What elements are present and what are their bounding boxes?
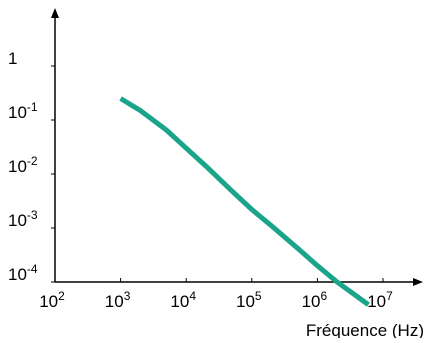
x-axis-ticks: 102 103 104 105 106 107 (39, 278, 393, 311)
y-tick-label-exponent: -1 (27, 100, 38, 114)
y-tick-label: 10-4 (8, 262, 38, 284)
x-tick-label-base: 10 (302, 292, 321, 311)
y-tick-label-exponent: -4 (27, 262, 38, 276)
x-tick-label: 103 (105, 289, 131, 311)
y-axis-ticks: 110-110-210-310-4 (8, 49, 55, 284)
y-tick-label-base: 1 (8, 49, 17, 68)
x-tick-label-base: 10 (236, 292, 255, 311)
y-tick-label-base: 10 (8, 211, 27, 230)
x-tick-label: 104 (170, 289, 196, 311)
x-tick-label-exponent: 6 (321, 289, 328, 303)
x-axis-label: Fréquence (Hz) (306, 321, 424, 338)
x-tick-label-base: 10 (105, 292, 124, 311)
x-tick-label-base: 10 (170, 292, 189, 311)
y-tick-label: 10-3 (8, 208, 38, 230)
x-tick-label-exponent: 4 (189, 289, 196, 303)
y-tick-label-base: 10 (8, 157, 27, 176)
x-tick-label: 107 (367, 289, 393, 311)
y-tick-label: 10-2 (8, 154, 38, 176)
x-tick-label-exponent: 5 (255, 289, 262, 303)
x-tick-label-base: 10 (39, 292, 58, 311)
x-tick-label: 106 (302, 289, 328, 311)
x-tick-label-exponent: 7 (386, 289, 393, 303)
series-layer (119, 96, 370, 307)
y-tick-label: 10-1 (8, 100, 38, 122)
y-tick-label-base: 10 (8, 103, 27, 122)
series-line (119, 96, 370, 307)
y-tick-label-base: 10 (8, 265, 27, 284)
x-tick-label: 102 (39, 289, 65, 311)
y-tick-label: 1 (8, 49, 17, 68)
x-tick-label-base: 10 (367, 292, 386, 311)
y-tick-label-exponent: -3 (27, 208, 38, 222)
y-tick-label-exponent: -2 (27, 154, 38, 168)
x-tick-label-exponent: 2 (58, 289, 65, 303)
x-tick-label-exponent: 3 (124, 289, 131, 303)
x-tick-label: 105 (236, 289, 262, 311)
